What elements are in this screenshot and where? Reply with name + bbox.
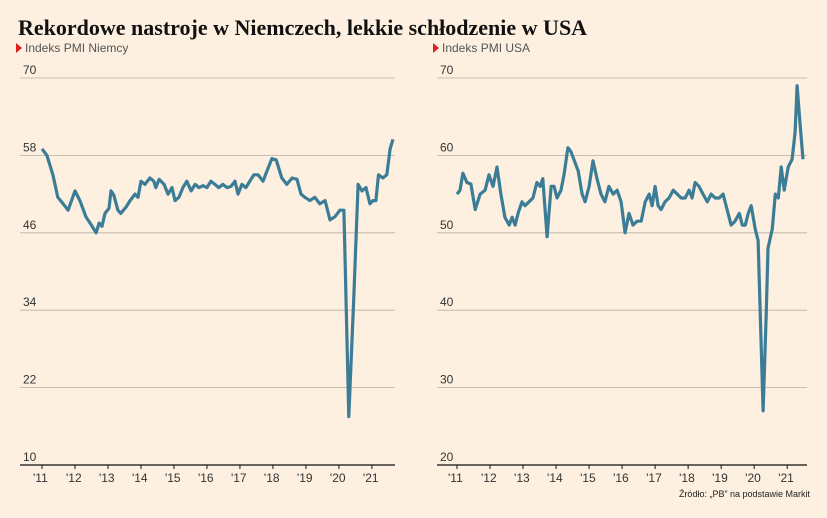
source: Źródło: „PB” na podstawie Markit xyxy=(679,489,811,499)
x-tick-label: '20 xyxy=(330,471,346,485)
y-tick-label: 22 xyxy=(23,373,37,387)
subtitle: Indeks PMI Niemcy xyxy=(25,41,128,55)
x-tick-label: '16 xyxy=(613,471,629,485)
y-tick-label: 58 xyxy=(23,140,37,154)
x-tick-label: '15 xyxy=(580,471,596,485)
x-tick-label: '12 xyxy=(66,471,82,485)
y-tick-label: 20 xyxy=(440,450,454,464)
y-tick-label: 40 xyxy=(440,295,454,309)
subtitle-marker xyxy=(16,43,22,53)
subtitle: Indeks PMI USA xyxy=(442,41,530,55)
y-tick-label: 46 xyxy=(23,218,37,232)
x-tick-label: '11 xyxy=(448,471,463,485)
y-tick-label: 30 xyxy=(440,373,454,387)
x-tick-label: '18 xyxy=(264,471,280,485)
y-tick-label: 50 xyxy=(440,218,454,232)
x-tick-label: '19 xyxy=(297,471,313,485)
x-tick-label: '11 xyxy=(33,471,48,485)
y-tick-label: 70 xyxy=(440,63,454,77)
x-tick-label: '16 xyxy=(198,471,214,485)
title: Rekordowe nastroje w Niemczech, lekkie s… xyxy=(18,15,587,40)
data-line xyxy=(40,138,395,419)
subtitle-marker xyxy=(433,43,439,53)
y-tick-label: 34 xyxy=(23,295,37,309)
x-tick-label: '13 xyxy=(99,471,115,485)
x-tick-label: '12 xyxy=(481,471,497,485)
y-tick-label: 60 xyxy=(440,140,454,154)
y-tick-label: 70 xyxy=(23,63,37,77)
x-tick-label: '17 xyxy=(646,471,662,485)
x-tick-label: '21 xyxy=(778,471,794,485)
x-tick-label: '14 xyxy=(132,471,148,485)
x-tick-label: '13 xyxy=(514,471,530,485)
x-tick-label: '14 xyxy=(547,471,563,485)
x-tick-label: '19 xyxy=(712,471,728,485)
x-tick-label: '15 xyxy=(165,471,181,485)
y-tick-label: 10 xyxy=(23,450,37,464)
x-tick-label: '17 xyxy=(231,471,247,485)
x-tick-label: '20 xyxy=(745,471,761,485)
x-tick-label: '18 xyxy=(679,471,695,485)
x-tick-label: '21 xyxy=(363,471,379,485)
data-line xyxy=(455,84,805,413)
